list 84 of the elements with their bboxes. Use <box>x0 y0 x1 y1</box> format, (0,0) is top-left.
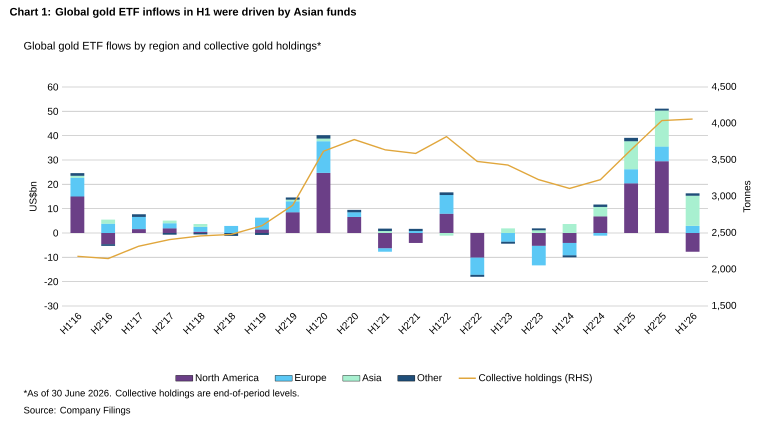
bar <box>501 228 515 233</box>
bar <box>440 214 454 233</box>
y-tick-label: -20 <box>44 278 58 286</box>
y-tick-label: 50 <box>48 108 58 115</box>
bar <box>562 232 576 243</box>
y2-tick-label: 2,000 <box>712 265 736 274</box>
bar <box>162 223 177 228</box>
y2-tick-label: 4,000 <box>712 119 736 128</box>
bar <box>132 214 146 217</box>
bar <box>440 192 454 196</box>
legend-label: Asia <box>362 374 382 382</box>
source-note: Source: Company Filings <box>24 406 130 416</box>
bar <box>686 232 700 252</box>
bar <box>686 226 700 233</box>
bar <box>470 258 484 275</box>
y-tick-label: 0 <box>53 229 58 237</box>
bar <box>562 224 576 233</box>
bar <box>408 232 423 243</box>
y-tick-label: -30 <box>44 302 58 310</box>
bar <box>593 206 608 216</box>
y2-tick-label: 3,000 <box>712 192 736 201</box>
bar <box>378 228 392 232</box>
y-tick-label: 20 <box>48 180 58 188</box>
bar <box>624 141 638 170</box>
bar <box>286 212 300 233</box>
y-tick-label: 40 <box>48 132 58 140</box>
bar <box>654 110 669 147</box>
y2-tick-label: 4,500 <box>712 82 736 92</box>
bar <box>70 178 84 196</box>
y-axis-title: US$bn <box>29 182 38 212</box>
bar <box>194 226 208 232</box>
bar <box>624 138 638 142</box>
bar <box>132 216 146 230</box>
y-tick-label: 60 <box>48 83 58 91</box>
y2-tick-label: 2,500 <box>712 228 736 238</box>
line-series <box>76 118 694 260</box>
bar <box>593 216 608 233</box>
bar <box>347 216 362 233</box>
y2-axis-title: Tonnes <box>743 180 750 212</box>
bar <box>593 232 608 236</box>
bar <box>532 232 546 246</box>
y-tick-label: 30 <box>48 156 58 164</box>
bar <box>162 228 177 233</box>
bar <box>255 230 269 233</box>
bar <box>316 135 330 139</box>
bar <box>562 242 576 256</box>
y2-tick-label: 1,500 <box>712 302 736 310</box>
bar <box>378 232 392 248</box>
bar <box>532 230 546 233</box>
bar <box>70 196 84 233</box>
bar <box>347 212 362 217</box>
bar <box>654 161 669 233</box>
bar <box>624 169 638 184</box>
bar <box>101 220 116 224</box>
legend-label: Europe <box>295 374 326 384</box>
legend-label: Other <box>418 374 442 382</box>
bar <box>70 173 84 176</box>
bar <box>316 172 330 233</box>
bar <box>654 146 669 162</box>
bar <box>532 246 546 266</box>
bar <box>224 226 238 233</box>
y-tick-label: -10 <box>44 254 58 261</box>
bar <box>624 183 638 233</box>
bar <box>501 232 515 242</box>
bar <box>440 232 454 236</box>
chart-title: Chart 1: Global gold ETF inflows in H1 were driven by Asian funds <box>10 8 356 18</box>
bar <box>347 210 362 212</box>
bar <box>101 232 116 244</box>
bar <box>316 138 330 142</box>
legend-label: North America <box>196 374 259 382</box>
y-tick-label: 10 <box>48 205 58 212</box>
bar <box>686 193 700 196</box>
text: *As of 30 June 2026. Collective holdings are end-of-period levels. <box>24 390 299 398</box>
bar <box>132 229 146 233</box>
bar <box>162 220 177 224</box>
bar <box>316 141 330 173</box>
bar <box>470 232 484 258</box>
bar <box>101 224 116 233</box>
y2-tick-label: 3,500 <box>712 156 736 164</box>
bar <box>194 224 208 227</box>
bar <box>440 195 454 214</box>
bar <box>686 196 700 226</box>
legend-label: Collective holdings (RHS) <box>479 374 592 384</box>
chart-subtitle: Global gold ETF flows by region and collective gold holdings* <box>24 42 322 52</box>
